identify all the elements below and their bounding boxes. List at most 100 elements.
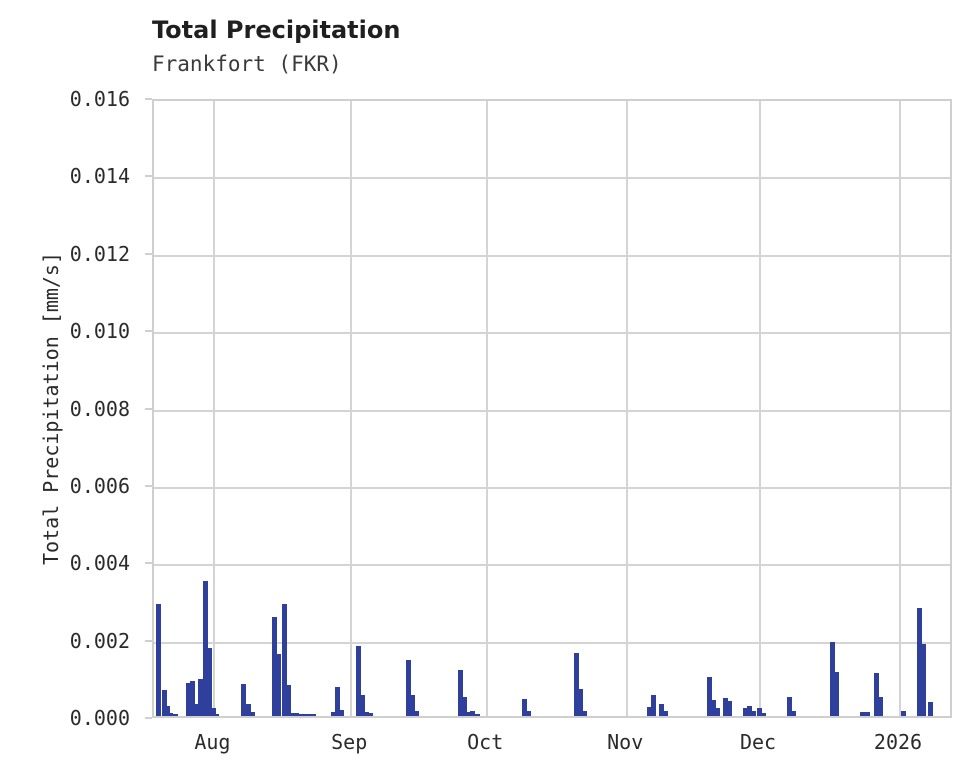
bar <box>859 712 865 716</box>
gridline-vertical <box>350 101 353 716</box>
y-axis-tick-label: 0.002 <box>69 628 130 653</box>
y-axis-tick-label: 0.008 <box>69 396 130 421</box>
bar <box>723 698 729 716</box>
bar <box>302 713 308 716</box>
bar <box>927 702 933 716</box>
bar <box>310 714 316 716</box>
x-axis-tick-label: Dec <box>739 730 777 754</box>
y-axis-tick-mark <box>145 407 152 410</box>
chart-subtitle: Frankfort (FKR) <box>152 52 342 76</box>
bar <box>414 711 420 716</box>
y-axis-tick-label: 0.012 <box>69 241 130 266</box>
bar <box>727 701 733 716</box>
bar <box>474 713 480 716</box>
bar <box>245 704 251 716</box>
bar <box>864 712 870 716</box>
bar <box>164 706 170 716</box>
gridline-horizontal <box>154 564 950 567</box>
bar <box>760 712 766 716</box>
bar <box>306 714 312 716</box>
bar <box>275 654 281 716</box>
bar <box>877 696 883 716</box>
bar <box>334 686 340 716</box>
bar <box>290 712 296 716</box>
bar <box>298 714 304 716</box>
bar <box>207 648 213 716</box>
bar <box>249 712 255 716</box>
bar <box>406 659 412 716</box>
bar <box>457 670 463 716</box>
y-axis-tick-mark <box>145 98 152 100</box>
y-axis-tick-mark <box>145 562 152 565</box>
bar <box>339 710 345 716</box>
bar <box>410 694 416 716</box>
y-axis-tick-label: 0.004 <box>69 551 130 576</box>
y-axis-tick-mark <box>145 484 152 487</box>
bar <box>194 704 200 716</box>
bar <box>647 707 653 716</box>
x-axis-tick-label: Sep <box>331 730 368 754</box>
x-axis-tick-label: Nov <box>607 730 644 754</box>
gridline-vertical <box>899 101 901 716</box>
bar <box>168 712 174 716</box>
gridline-vertical <box>486 101 489 716</box>
bar <box>198 679 204 716</box>
bar <box>581 710 587 716</box>
bar <box>214 713 220 716</box>
y-axis-tick-label: 0.014 <box>69 164 130 189</box>
bar <box>461 696 467 716</box>
bar <box>707 676 713 716</box>
bar <box>522 698 528 716</box>
gridline-vertical <box>759 101 761 716</box>
bar <box>294 713 300 716</box>
y-axis-tick-mark <box>145 252 152 255</box>
x-axis-tick-label: Oct <box>467 730 504 754</box>
bar <box>751 710 757 716</box>
y-axis-tick-mark <box>145 639 152 642</box>
bar <box>651 694 657 716</box>
bar <box>791 710 797 716</box>
bar <box>271 616 277 716</box>
bar <box>185 683 191 716</box>
bar <box>834 671 840 716</box>
bar <box>747 705 753 716</box>
bar <box>659 704 665 716</box>
bar <box>916 608 922 716</box>
bar <box>364 712 370 716</box>
bar <box>156 603 162 716</box>
bar <box>286 685 292 716</box>
bar <box>281 603 287 716</box>
bar <box>360 694 366 716</box>
gridline-vertical <box>213 101 216 716</box>
bar <box>189 681 195 716</box>
gridline-horizontal <box>154 641 950 644</box>
bar <box>711 699 717 716</box>
bar <box>241 683 247 716</box>
bar <box>367 713 373 716</box>
bar <box>465 712 471 716</box>
y-axis-tick-mark <box>145 717 152 719</box>
bar <box>787 697 793 716</box>
gridline-horizontal <box>154 332 950 335</box>
page-title: Total Precipitation <box>152 16 401 44</box>
y-axis-tick-label: 0.010 <box>69 319 130 344</box>
gridline-horizontal <box>154 486 950 489</box>
bar <box>355 646 361 716</box>
bar <box>900 711 906 716</box>
gridline-horizontal <box>154 254 950 257</box>
y-axis-tick-label: 0.006 <box>69 473 130 498</box>
gridline-vertical <box>626 101 629 716</box>
bar <box>873 673 879 716</box>
bar <box>830 641 836 716</box>
gridline-horizontal <box>154 177 950 180</box>
bar <box>715 708 721 716</box>
bar <box>756 707 762 716</box>
x-axis-tick-label: Aug <box>194 730 231 754</box>
bar <box>920 644 926 716</box>
bar <box>526 711 532 716</box>
y-axis-tick-mark <box>145 175 152 178</box>
